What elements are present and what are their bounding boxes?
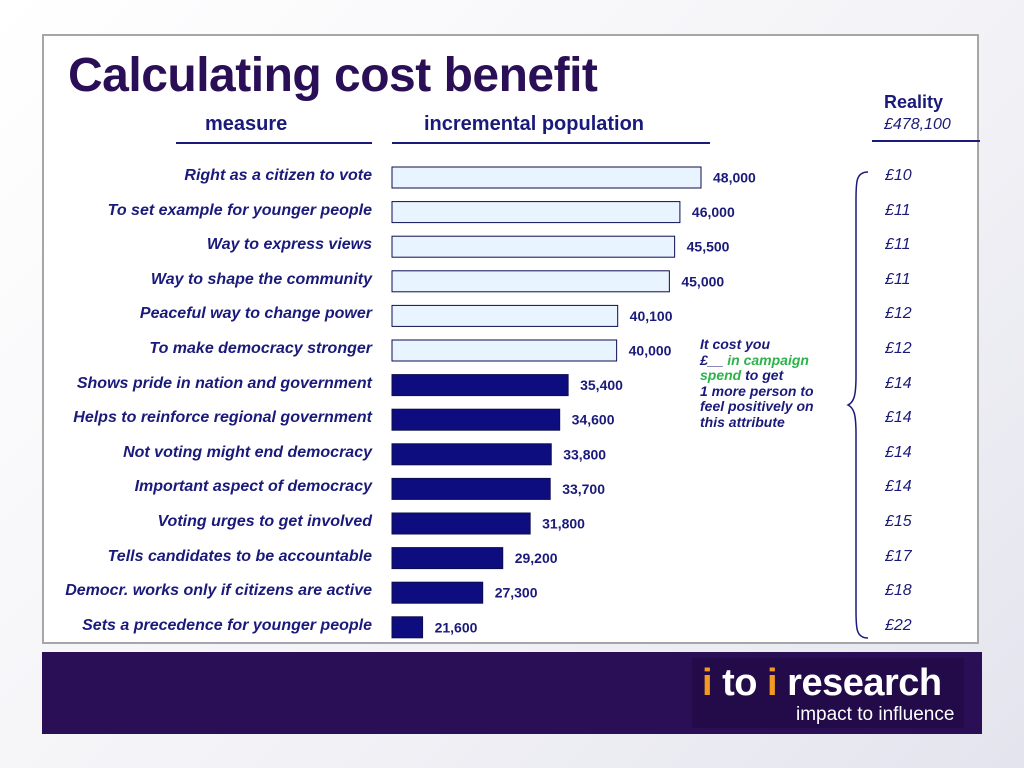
- reality-header-underline: [872, 140, 980, 142]
- cost-per-person: £17: [885, 547, 912, 565]
- cost-per-person: £18: [885, 582, 912, 600]
- cost-per-person: £10: [885, 167, 912, 184]
- bar-value-label: 21,600: [435, 619, 478, 635]
- bar-value-label: 31,800: [542, 516, 585, 532]
- note-campaign-text: in campaign: [727, 351, 809, 368]
- bar-value-label: 45,500: [687, 239, 730, 255]
- bar-value-label: 45,000: [681, 273, 724, 289]
- note-currency: £__: [700, 351, 724, 368]
- note-line3: to get: [745, 367, 784, 383]
- bar-value-label: 40,000: [629, 343, 672, 359]
- measure-label: Right as a citizen to vote: [184, 167, 372, 184]
- cost-annotation: It cost you £__ in campaign spend to get…: [700, 336, 850, 430]
- bar: [391, 235, 676, 258]
- note-line1: It cost you: [700, 336, 771, 352]
- curly-brace-icon: [846, 171, 869, 639]
- cost-per-person: £15: [885, 513, 912, 530]
- measure-label: Way to shape the community: [150, 270, 372, 288]
- note-spend-text: spend: [700, 367, 742, 383]
- note-line5: feel positively on: [700, 398, 814, 414]
- measure-label: Tells candidates to be accountable: [107, 547, 372, 565]
- measure-header-underline: [176, 142, 372, 144]
- bar: [391, 304, 619, 327]
- bar: [391, 201, 681, 224]
- cost-per-person: £14: [885, 478, 912, 496]
- measure-header: measure: [205, 113, 288, 135]
- bar: [391, 443, 552, 466]
- measure-label: To set example for younger people: [107, 201, 372, 219]
- measure-label: Shows pride in nation and government: [76, 374, 372, 392]
- cost-per-person: £14: [885, 443, 912, 461]
- page-title: Calculating cost benefit: [68, 49, 598, 102]
- bar: [391, 374, 569, 397]
- bar-value-label: 34,600: [572, 412, 615, 428]
- bar: [391, 339, 618, 362]
- measure-label: To make democracy stronger: [149, 340, 372, 357]
- measure-label: Important aspect of democracy: [134, 478, 372, 496]
- measure-label: Not voting might end democracy: [123, 443, 372, 461]
- reality-header: Reality: [884, 92, 944, 112]
- logo-wordmark: i to i research: [702, 662, 942, 704]
- cost-per-person: £14: [885, 409, 912, 427]
- bar-value-label: 29,200: [515, 550, 558, 566]
- bar: [391, 547, 504, 570]
- company-logo: i to i research impact to influence: [692, 658, 964, 728]
- logo-tagline: impact to influence: [796, 704, 955, 725]
- bar-value-label: 35,400: [580, 377, 623, 393]
- measure-label: Democr. works only if citizens are activ…: [65, 582, 372, 600]
- measure-label: Sets a precedence for younger people: [82, 616, 372, 634]
- measure-label: Helps to reinforce regional government: [73, 409, 372, 427]
- bar-value-label: 27,300: [495, 585, 538, 601]
- bar: [391, 581, 484, 604]
- bar: [391, 166, 702, 189]
- cost-per-person: £22: [885, 616, 912, 634]
- bar: [391, 512, 531, 535]
- measure-label: Way to express views: [206, 236, 372, 254]
- bar-value-label: 40,100: [630, 308, 673, 324]
- cost-per-person: £14: [885, 374, 912, 392]
- bar-value-label: 33,700: [562, 481, 605, 497]
- population-header: incremental population: [424, 113, 645, 135]
- bar: [391, 616, 424, 639]
- bar-value-label: 48,000: [713, 170, 756, 186]
- note-line6: this attribute: [700, 413, 785, 430]
- bar: [391, 477, 551, 500]
- cost-per-person: £11: [885, 236, 911, 254]
- cost-per-person: £11: [885, 201, 911, 219]
- slide-frame: [42, 34, 979, 644]
- note-line4: 1 more person to: [700, 382, 814, 399]
- measure-label: Voting urges to get involved: [157, 513, 372, 530]
- bar: [391, 270, 670, 293]
- measure-label: Peaceful way to change power: [139, 305, 372, 323]
- bar: [391, 408, 561, 431]
- cost-per-person: £12: [885, 305, 912, 323]
- cost-per-person: £11: [885, 270, 911, 288]
- bar-value-label: 46,000: [692, 204, 735, 220]
- reality-total: £478,100: [884, 116, 951, 133]
- cost-per-person: £12: [885, 340, 912, 357]
- bar-value-label: 33,800: [563, 446, 606, 462]
- population-header-underline: [392, 142, 710, 144]
